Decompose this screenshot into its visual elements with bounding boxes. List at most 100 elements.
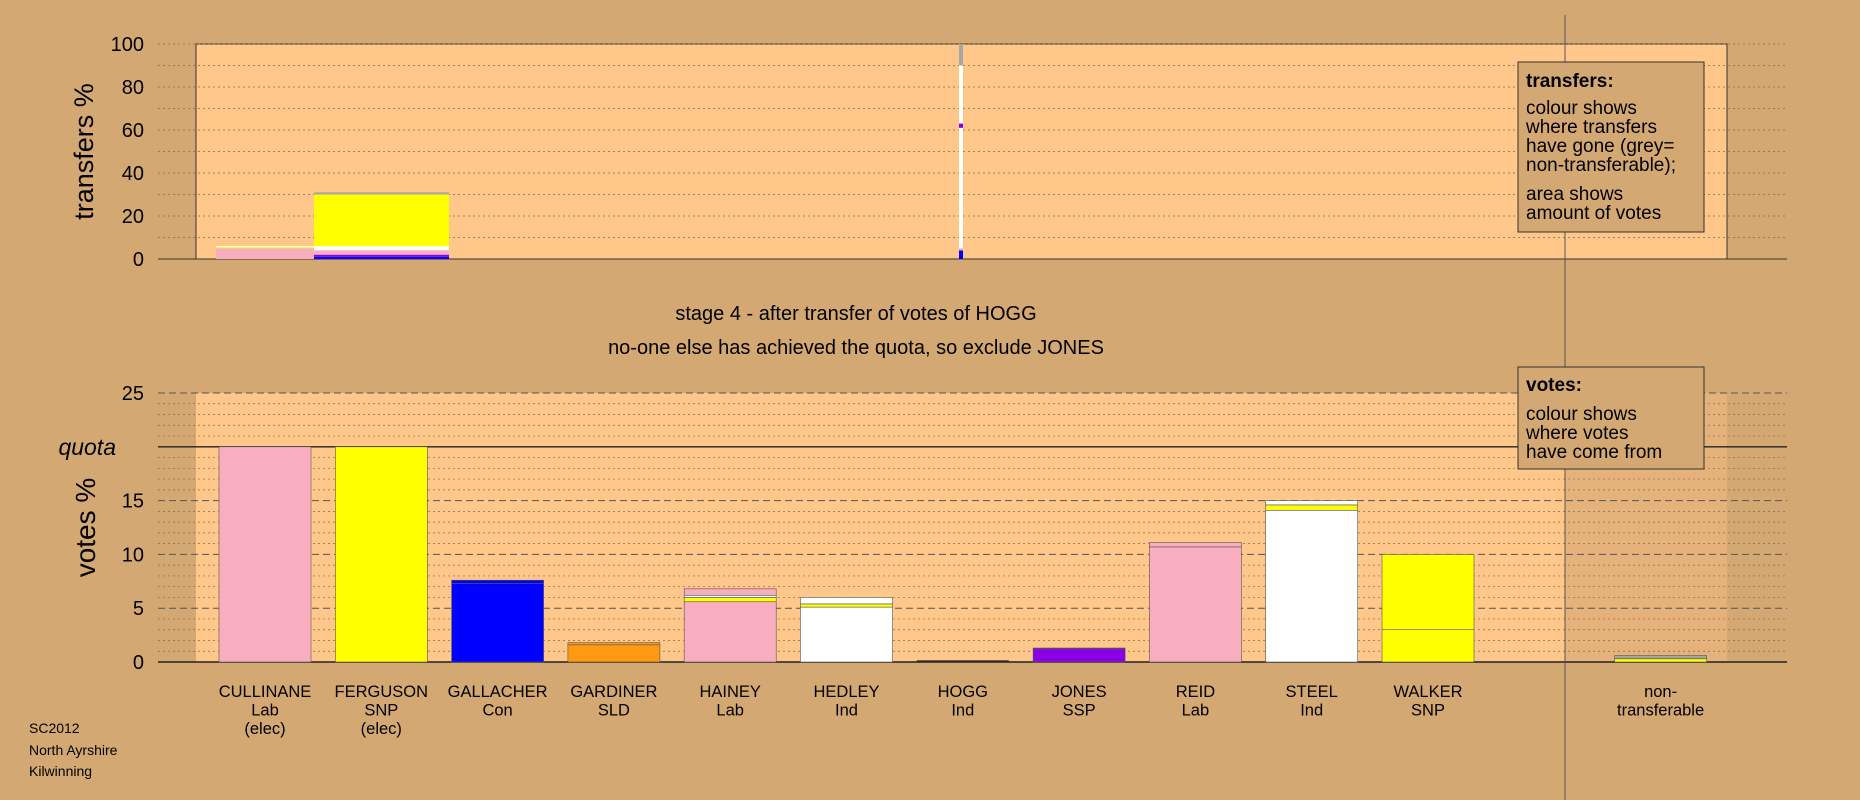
votes-category-label: (elec): [244, 720, 285, 738]
transfers-legend-line: area shows: [1526, 184, 1623, 205]
transfers-bar-segment: [959, 65, 963, 124]
votes-category-label: FERGUSON: [335, 683, 429, 701]
votes-bar-segment: [1149, 542, 1242, 548]
transfers-bar-segment: [314, 250, 449, 255]
votes-category-label: Ind: [951, 702, 974, 720]
votes-category-label: SNP: [1411, 702, 1445, 720]
votes-y-axis-label: votes %: [70, 478, 101, 578]
votes-category-label: Lab: [251, 702, 279, 720]
transfers-bar-segment: [959, 127, 963, 249]
footer-election: SC2012: [29, 720, 80, 736]
votes-y-tick-label: 5: [133, 598, 144, 620]
votes-category-label: Ind: [1300, 702, 1323, 720]
transfers-bar-segment: [314, 192, 449, 195]
votes-y-tick-label: 10: [122, 544, 144, 566]
votes-legend-box: [1517, 366, 1705, 470]
votes-bar-segment: [1032, 647, 1126, 650]
votes-category-label: transferable: [1617, 702, 1704, 720]
votes-bar-segment: [451, 583, 544, 663]
stage-note: no-one else has achieved the quota, so e…: [608, 337, 1104, 359]
votes-category-label: GARDINER: [570, 683, 657, 701]
transfers-bar-segment: [959, 123, 963, 128]
transfers-bars: [216, 44, 963, 259]
votes-legend-line: where votes: [1525, 423, 1628, 444]
votes-category-label: HAINEY: [699, 683, 760, 701]
transfers-legend-line: where transfers: [1525, 117, 1657, 138]
transfers-panel: 0 20 40 60 80 100 transfers %: [69, 34, 1787, 271]
votes-category-label: CULLINANE: [219, 683, 312, 701]
footer-ward: Kilwinning: [29, 763, 92, 779]
votes-legend-line: colour shows: [1526, 404, 1637, 425]
transfers-bar-segment: [959, 44, 963, 66]
votes-category-label: REID: [1176, 683, 1216, 701]
votes-bar-segment: [1265, 509, 1358, 663]
transfers-legend: transfers: colour shows where transfers …: [1517, 61, 1705, 233]
votes-category-label: HEDLEY: [813, 683, 879, 701]
transfers-y-tick-label: 0: [133, 249, 144, 271]
votes-category-labels: CULLINANELab(elec)FERGUSONSNP(elec)GALLA…: [219, 683, 1704, 738]
votes-legend-title: votes:: [1526, 375, 1582, 396]
votes-bar-segment: [1032, 648, 1126, 663]
votes-category-label: SNP: [364, 702, 398, 720]
votes-bar-segment: [1265, 500, 1358, 506]
votes-y-tick-label: 15: [122, 491, 144, 513]
votes-category-label: Con: [482, 702, 512, 720]
votes-y-tick-label: 25: [122, 383, 144, 405]
votes-bar-segment: [800, 597, 893, 605]
votes-category-label: Ind: [835, 702, 858, 720]
votes-category-label: STEEL: [1286, 683, 1338, 701]
votes-bar-segment: [451, 579, 544, 584]
votes-y-tick-label: 0: [133, 652, 144, 674]
votes-category-label: non-: [1644, 683, 1677, 701]
votes-category-label: Lab: [716, 702, 744, 720]
transfers-bar-segment: [216, 247, 314, 249]
votes-bar-segment: [1265, 504, 1358, 511]
votes-bar-segment: [567, 642, 661, 646]
votes-gridlines: [158, 392, 1787, 663]
votes-category-label: SLD: [598, 702, 630, 720]
votes-bar-segment: [1614, 655, 1707, 660]
transfers-y-tick-label: 40: [122, 163, 144, 185]
votes-category-label: Lab: [1182, 702, 1210, 720]
votes-bar-segment: [334, 446, 428, 663]
transfers-legend-line: non-transferable);: [1526, 155, 1676, 176]
transfers-legend-box: [1517, 61, 1705, 233]
votes-category-label: WALKER: [1393, 683, 1462, 701]
transfers-bar-segment: [216, 248, 314, 259]
votes-legend: votes: colour shows where votes have com…: [1517, 366, 1705, 470]
votes-y-ticks: 0 5 10 15 25: [122, 383, 144, 674]
quota-label: quota: [58, 434, 116, 460]
votes-legend-line: have come from: [1526, 442, 1662, 463]
votes-bar-segment: [218, 446, 312, 663]
transfers-y-axis-label: transfers %: [69, 83, 99, 220]
votes-category-label: JONES: [1052, 683, 1107, 701]
footer-council: North Ayrshire: [29, 742, 118, 758]
votes-bar-segment: [800, 606, 893, 663]
votes-bar-segment: [683, 597, 777, 603]
votes-bar-segment: [683, 594, 777, 598]
votes-category-label: GALLACHER: [448, 683, 548, 701]
transfers-bar-segment: [959, 250, 963, 259]
transfers-bar-segment: [314, 246, 449, 251]
transfers-y-ticks: 0 20 40 60 80 100: [111, 34, 144, 271]
votes-bars: [218, 446, 1707, 663]
votes-bar-segment: [1614, 658, 1707, 663]
votes-bar-segment: [1381, 554, 1475, 631]
transfers-bar-segment: [314, 194, 449, 247]
votes-bar-segment: [1149, 546, 1242, 663]
votes-bar-segment: [683, 601, 777, 663]
votes-category-label: (elec): [361, 720, 402, 738]
transfers-bar-segment: [959, 248, 963, 251]
transfers-legend-line: amount of votes: [1526, 203, 1661, 224]
votes-bar-segment: [800, 603, 893, 608]
votes-bar-segment: [567, 644, 661, 663]
transfers-bar-segment: [314, 254, 449, 257]
transfers-y-tick-label: 20: [122, 206, 144, 228]
votes-bar-segment: [683, 588, 777, 596]
transfers-y-tick-label: 80: [122, 77, 144, 99]
transfers-legend-title: transfers:: [1526, 71, 1614, 92]
transfers-y-tick-label: 100: [111, 34, 144, 56]
transfers-legend-line: colour shows: [1526, 98, 1637, 119]
